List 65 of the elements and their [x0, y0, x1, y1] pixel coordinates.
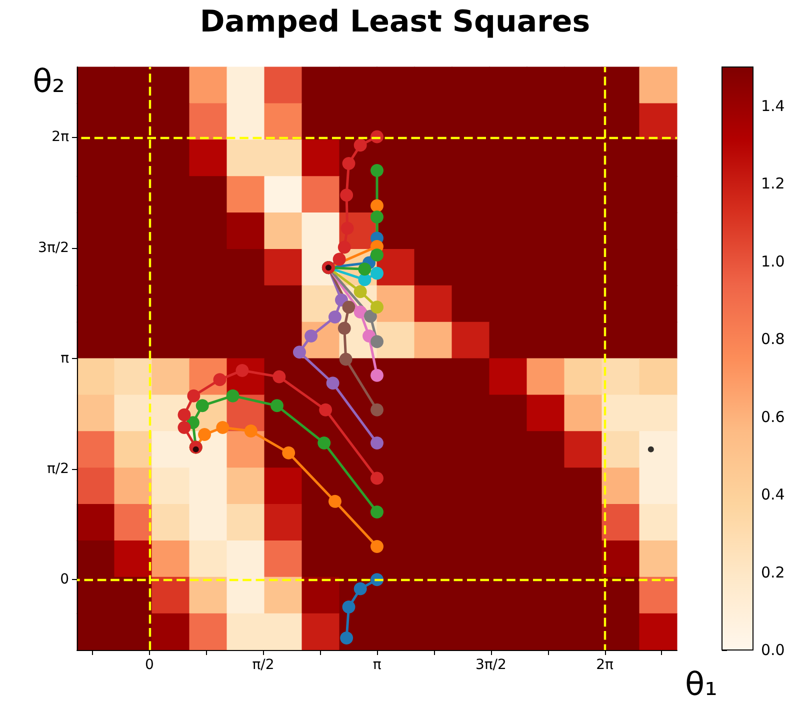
- x-tick-label: π/2: [252, 657, 274, 673]
- color-bar-label: 1.4: [761, 96, 785, 115]
- point: [370, 506, 384, 518]
- point: [196, 399, 209, 412]
- point: [187, 389, 200, 402]
- color-bar-label: 1.2: [761, 174, 785, 193]
- point: [198, 428, 212, 442]
- point: [354, 306, 367, 319]
- point: [326, 376, 340, 390]
- point: [340, 222, 354, 235]
- y-tick-label: π/2: [46, 460, 69, 477]
- color-bar-label: 0.8: [761, 330, 785, 348]
- point: [370, 540, 384, 553]
- color-bar-label: 0.2: [761, 563, 785, 582]
- x-axis-title: θ₁: [685, 665, 718, 703]
- x-tick-label: π: [372, 657, 382, 673]
- point: [304, 329, 318, 342]
- x-tick-label: 0: [145, 657, 154, 673]
- x-tick-label: 2π: [596, 657, 614, 673]
- point: [370, 335, 384, 348]
- point: [328, 494, 342, 508]
- point: [216, 421, 230, 434]
- point: [339, 352, 352, 366]
- point: [244, 424, 258, 438]
- point: [338, 240, 351, 254]
- point: [226, 389, 240, 402]
- point: [178, 408, 191, 422]
- point: [370, 266, 384, 280]
- point: [370, 300, 384, 314]
- point: [328, 310, 342, 324]
- y-tick-label: π: [60, 350, 70, 366]
- y-tick-label: 2π: [52, 129, 70, 146]
- point: [364, 310, 377, 323]
- point: [213, 373, 226, 386]
- x-tick-label: 3π/2: [475, 657, 506, 673]
- point: [370, 403, 384, 416]
- point: [370, 472, 384, 485]
- point: [342, 156, 356, 170]
- point: [178, 421, 191, 434]
- y-tick-label: 3π/2: [38, 240, 69, 256]
- y-tick-label: 0: [60, 572, 69, 588]
- point: [270, 399, 284, 412]
- point: [318, 436, 331, 450]
- point: [332, 252, 346, 266]
- point: [370, 436, 384, 450]
- point: [342, 300, 356, 314]
- color-bar-label: 0.4: [761, 486, 785, 504]
- point: [354, 285, 367, 298]
- point: [370, 248, 384, 262]
- point: [340, 188, 354, 202]
- point: [370, 199, 384, 212]
- point: [292, 346, 306, 359]
- chart-title: Damped Least Squares: [200, 4, 590, 40]
- color-bar-label: 1.0: [761, 252, 785, 270]
- y-axis-title: θ₂: [32, 62, 65, 100]
- point: [342, 600, 356, 614]
- point: [338, 322, 351, 335]
- point: [354, 138, 367, 152]
- point: [370, 210, 384, 224]
- point: [648, 446, 654, 452]
- color-bar-label: 0.0: [761, 641, 785, 659]
- point: [370, 164, 384, 177]
- color-bar-label: 0.6: [761, 408, 785, 426]
- point: [370, 368, 384, 382]
- point: [340, 632, 354, 645]
